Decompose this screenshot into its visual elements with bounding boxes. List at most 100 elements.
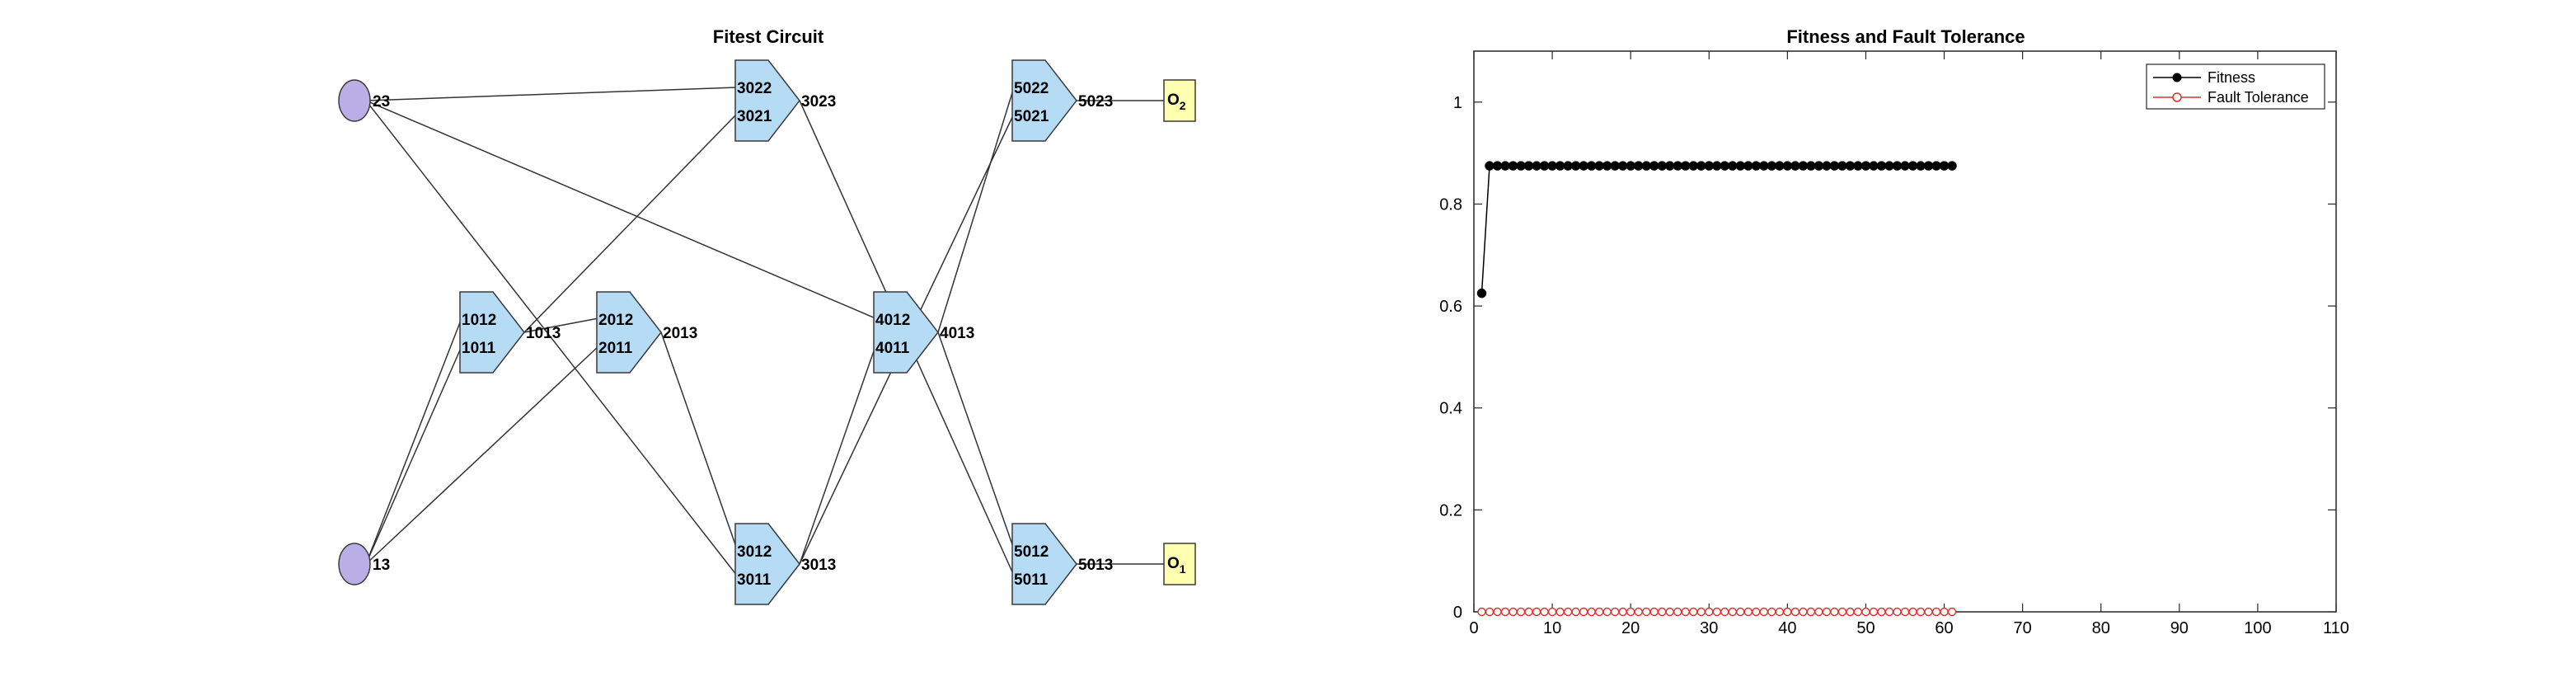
data-point [1649,607,1659,617]
gate-output-label: 3023 [801,93,836,110]
data-point [1798,161,1809,171]
data-point [1830,607,1839,617]
data-point [1485,161,1494,171]
data-point [1829,161,1840,171]
data-point [1736,607,1745,617]
wires [365,87,1164,576]
data-point [1884,161,1894,171]
data-point [1735,161,1746,171]
gate-5012: 5012 5011 5013 [1011,523,1113,605]
gate-3022: 3022 3021 3023 [734,59,836,142]
input-node-13: 13 [338,543,390,585]
data-point [1916,607,1926,617]
data-point [1916,161,1926,171]
data-point [1681,607,1690,617]
data-point [1485,607,1494,617]
data-point [1704,161,1714,171]
data-point [1500,607,1510,617]
chart-title: Fitness and Fault Tolerance [1786,26,2025,47]
data-point [1728,607,1738,617]
data-point [1610,161,1620,171]
x-tick-label: 100 [2244,619,2271,637]
data-point [1657,161,1667,171]
data-point [1860,161,1871,171]
wire [523,113,738,333]
series-fitness [1476,161,1957,298]
data-point [1853,607,1863,617]
output-label: O2 [1167,92,1186,112]
gate-output-label: 2013 [663,325,697,342]
data-point [1633,161,1644,171]
gate-output-label: 4013 [940,325,974,342]
gate-shape [734,59,800,142]
data-point [1579,161,1588,171]
data-point [1705,607,1714,617]
wire [660,331,738,550]
data-point [1853,161,1863,171]
data-point [1516,607,1526,617]
gate-5022: 5022 5021 5023 [1011,59,1113,142]
data-point [1806,161,1816,171]
legend-entry-fault-tolerance: Fault Tolerance [2153,89,2309,106]
data-point [1524,607,1533,617]
legend-marker [2172,73,2182,82]
data-point [1822,607,1832,617]
gate-3012: 3012 3011 3013 [734,523,836,605]
input-label: 13 [373,557,390,574]
gate-shape [596,291,662,374]
data-point [1617,161,1628,171]
data-point [1720,607,1729,617]
data-point [1837,607,1847,617]
gate-2012: 2012 2011 2013 [596,291,697,374]
data-point [1594,161,1604,171]
wire [799,346,876,565]
data-point [1947,607,1957,617]
output-node-o1: O1 [1163,543,1196,585]
data-point [1658,607,1667,617]
wire [365,317,462,565]
y-tick-label: 0.6 [1439,298,1462,316]
wire [523,317,599,333]
data-point [1586,161,1597,171]
data-point [1587,607,1596,617]
data-point [1492,161,1503,171]
data-point [1728,161,1738,171]
data-point [1814,161,1824,171]
gate-output-label: 5013 [1078,557,1113,574]
data-point [1884,607,1894,617]
gate-output-label: 5023 [1078,93,1113,110]
legend-box [2146,63,2325,110]
data-point [1532,161,1541,171]
data-point [1508,161,1518,171]
data-point [1931,161,1941,171]
y-tick-label: 0.4 [1439,400,1462,418]
gate-input-label: 5021 [1014,108,1049,125]
data-point [1790,607,1800,617]
data-point [1626,607,1635,617]
data-point [1665,607,1674,617]
data-point [1602,161,1612,171]
data-point [1799,607,1808,617]
data-point [1555,607,1565,617]
data-point [1767,607,1776,617]
x-tick-label: 0 [1469,619,1478,637]
data-point [1547,161,1557,171]
x-tick-label: 80 [2092,619,2110,637]
data-point [1767,161,1777,171]
data-point [1516,161,1526,171]
gate-shape [1011,59,1077,142]
input-ellipse [338,79,371,122]
series-layer [1476,161,1957,617]
output-node-o2: O2 [1163,79,1196,122]
data-point [1610,607,1620,617]
data-point [1540,607,1549,617]
legend: Fitness Fault Tolerance [2146,63,2325,110]
data-point [1814,607,1823,617]
data-point [1602,607,1612,617]
data-point [1563,607,1573,617]
data-point [1931,607,1941,617]
data-point [1775,607,1785,617]
wire [937,87,1015,333]
data-point [1539,161,1550,171]
data-point [1532,607,1541,617]
